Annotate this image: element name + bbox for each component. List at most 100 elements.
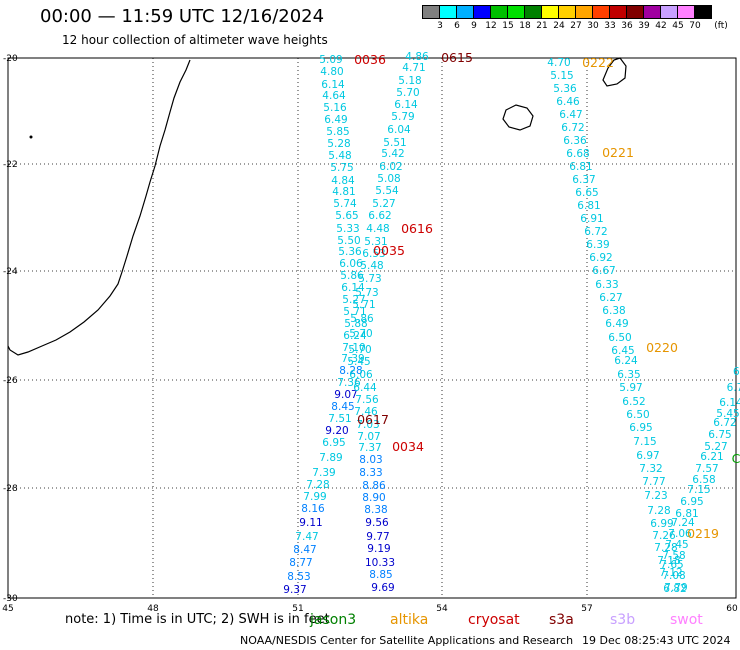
wave-height-value: 6.65 (575, 187, 598, 199)
wave-height-value: 5.33 (336, 223, 359, 235)
wave-height-value: 4.64 (322, 90, 346, 102)
pass-time-label: 0036 (354, 52, 386, 67)
wave-height-value: 6.53 (362, 248, 385, 260)
pass-time-label: 0617 (357, 412, 389, 427)
wave-height-value: 8.45 (331, 401, 354, 413)
generated-timestamp: 19 Dec 08:25:43 UTC 2024 (582, 634, 731, 647)
wave-height-value: 7.07 (357, 431, 380, 443)
scale-tick-label: 3 (437, 21, 443, 31)
wave-height-value: 7.37 (358, 442, 381, 454)
wave-height-value: 7.32 (639, 463, 662, 475)
coastline (7, 57, 627, 356)
satellite-legend-item: s3b (610, 612, 636, 628)
madagascar-coast (7, 59, 191, 356)
wave-height-value: 7.10 (342, 342, 365, 354)
wave-height-value: 8.77 (289, 557, 312, 569)
wave-height-value: 9.37 (283, 584, 306, 596)
scale-tick-label: 42 (655, 21, 667, 31)
wave-height-value: 5.86 (340, 270, 364, 282)
wave-height-value: 8.85 (369, 569, 392, 581)
scale-unit: (ft) (714, 21, 728, 31)
scale-tick-label: 9 (471, 21, 477, 31)
wave-height-value: 4.80 (320, 66, 343, 78)
wave-height-value: 6.14 (321, 79, 345, 91)
wave-height-value: 8.28 (339, 365, 362, 377)
wave-height-value: 9.77 (366, 531, 389, 543)
longitude-label: 45 (2, 604, 13, 614)
longitude-label: 60 (726, 604, 738, 614)
pass-time-label: 0220 (646, 340, 678, 355)
longitude-label: 48 (147, 604, 159, 614)
wave-height-value: 6.50 (626, 409, 649, 421)
satellite-legend-item: swot (670, 612, 703, 628)
wave-height-value: 7.36 (337, 377, 361, 389)
wave-height-value: 7.46 (354, 406, 378, 418)
wave-height-value: 6.95 (680, 496, 703, 508)
latitude-label: -26 (3, 376, 18, 386)
wave-height-value: 6.81 (675, 508, 698, 520)
wave-height-value: 7.28 (654, 542, 677, 554)
wave-height-value: 6.14 (719, 397, 740, 409)
wave-height-value: 6.06 (339, 258, 363, 270)
satellite-legend-item: cryosat (468, 612, 520, 628)
wave-height-value: 5.79 (391, 111, 414, 123)
wave-height-value: 7.39 (341, 353, 364, 365)
latitude-label: -30 (3, 594, 18, 604)
wave-height-value: 4.70 (547, 57, 570, 69)
wave-height-value: 4.48 (366, 223, 389, 235)
wave-height-value: 5.45 (347, 356, 370, 368)
wave-height-value: 6.50 (608, 332, 631, 344)
wave-height-value: 6.81 (569, 161, 592, 173)
wave-height-value: 5.75 (330, 162, 353, 174)
wave-height-value: 6.27 (599, 292, 622, 304)
wave-height-value: 6.33 (595, 279, 618, 291)
wave-height-value: 8.16 (301, 503, 325, 515)
wave-height-value: 7.28 (647, 505, 670, 517)
wave-height-value: 7.26 (652, 530, 676, 542)
scale-tick-label: 27 (570, 21, 582, 31)
wave-height-value: 6.24 (614, 355, 638, 367)
pass-time-label: 0035 (373, 243, 405, 258)
map-frame (7, 57, 737, 599)
wave-height-value: 6.68 (566, 148, 589, 160)
wave-height-value: 6.04 (387, 124, 411, 136)
wave-height-value: 7.77 (642, 476, 665, 488)
footer-credit: NOAA/NESDIS Center for Satellite Applica… (240, 634, 574, 647)
wave-height-value: 6.02 (379, 161, 402, 173)
wave-height-value: 4.84 (331, 175, 355, 187)
wave-height-value: 7.89 (319, 452, 342, 464)
color-swatch (694, 5, 712, 19)
wave-height-value: 6.46 (556, 96, 580, 108)
scale-tick-label: 12 (485, 21, 497, 31)
wave-height-value: 6.97 (636, 450, 659, 462)
wave-height-value: 6. (733, 366, 740, 378)
wave-height-value: 5.48 (360, 260, 383, 272)
satellite-legend-item: s3a (549, 612, 574, 628)
wave-height-value: 8.47 (293, 544, 316, 556)
wave-height-value: 6.72 (713, 417, 736, 429)
wave-height-value: 6.49 (605, 318, 628, 330)
wave-height-value: 5.08 (377, 173, 400, 185)
wave-height-value: 6.58 (692, 474, 715, 486)
wave-height-value: 6.36 (563, 135, 587, 147)
wave-height-value: 5.73 (358, 273, 381, 285)
latitude-label: -22 (3, 160, 18, 170)
wave-height-value: 7.03 (356, 419, 379, 431)
wave-height-value: 5.16 (323, 102, 347, 114)
wave-height-value: 5.51 (383, 137, 406, 149)
wave-height-value: 6.91 (580, 213, 603, 225)
altimeter-tracks: 5.094.806.144.645.166.495.855.285.485.75… (283, 50, 740, 596)
wave-height-value: 6.72 (561, 122, 584, 134)
wave-height-value: 6.44 (353, 382, 377, 394)
pass-time-label: 0616 (401, 221, 433, 236)
wave-height-value: 6.92 (589, 252, 612, 264)
plot-border (7, 57, 737, 599)
wave-height-value: 6.14 (394, 99, 418, 111)
wave-height-value: 6.37 (572, 174, 595, 186)
wave-height-value: 6.35 (617, 369, 640, 381)
wave-height-value: 5.36 (553, 83, 577, 95)
wave-height-value: 7.24 (671, 517, 695, 529)
wave-height-value: 8.53 (287, 571, 310, 583)
wave-height-value: 7.23 (644, 490, 667, 502)
